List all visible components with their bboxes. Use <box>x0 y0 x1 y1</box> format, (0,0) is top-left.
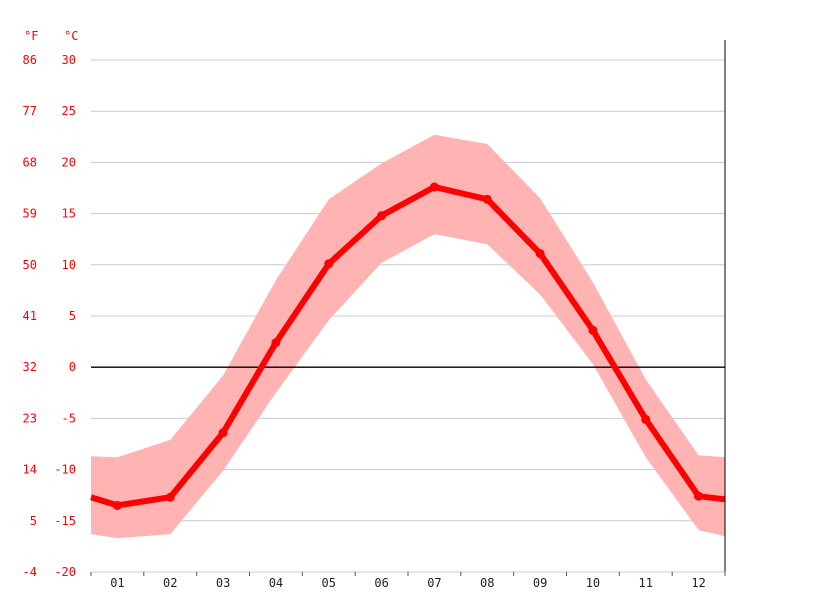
temperature-points <box>112 182 704 510</box>
data-point-05 <box>324 259 334 269</box>
unit-celsius-label: °C <box>64 29 78 43</box>
y-tick-fahrenheit: 59 <box>23 207 37 221</box>
data-point-04 <box>271 338 281 348</box>
x-tick-label: 04 <box>269 576 283 590</box>
y-tick-fahrenheit: 14 <box>23 463 37 477</box>
x-tick-label: 10 <box>586 576 600 590</box>
data-point-02 <box>165 492 175 502</box>
axes <box>90 40 726 576</box>
y-tick-celsius: 15 <box>62 207 76 221</box>
y-tick-fahrenheit: 5 <box>30 514 37 528</box>
axis-labels: °F °C 30862577206815591050541032-523-101… <box>23 29 706 590</box>
x-tick-label: 03 <box>216 576 230 590</box>
x-tick-label: 01 <box>110 576 124 590</box>
x-tick-label: 12 <box>691 576 705 590</box>
y-tick-fahrenheit: 23 <box>23 411 37 425</box>
y-tick-fahrenheit: 41 <box>23 309 37 323</box>
x-tick-label: 11 <box>639 576 653 590</box>
y-tick-fahrenheit: 77 <box>23 104 37 118</box>
y-tick-fahrenheit: 32 <box>23 360 37 374</box>
data-point-01 <box>112 500 122 510</box>
y-tick-fahrenheit: 50 <box>23 258 37 272</box>
data-point-08 <box>482 194 492 204</box>
y-tick-celsius: -15 <box>54 514 76 528</box>
y-tick-celsius: 25 <box>62 104 76 118</box>
y-tick-celsius: 5 <box>69 309 76 323</box>
y-tick-celsius: 30 <box>62 53 76 67</box>
y-tick-celsius: -5 <box>62 411 76 425</box>
y-tick-celsius: 20 <box>62 155 76 169</box>
y-tick-fahrenheit: -4 <box>23 565 37 579</box>
y-tick-fahrenheit: 68 <box>23 155 37 169</box>
x-tick-label: 02 <box>163 576 177 590</box>
x-tick-label: 08 <box>480 576 494 590</box>
y-tick-celsius: 0 <box>69 360 76 374</box>
x-tick-label: 07 <box>427 576 441 590</box>
data-point-12 <box>694 491 704 501</box>
data-point-06 <box>377 211 387 221</box>
x-tick-label: 09 <box>533 576 547 590</box>
temperature-series-line <box>90 184 726 509</box>
data-point-11 <box>641 414 651 424</box>
y-tick-celsius: -10 <box>54 463 76 477</box>
x-tick-label: 05 <box>322 576 336 590</box>
x-tick-label: 06 <box>374 576 388 590</box>
data-point-09 <box>535 249 545 259</box>
y-tick-celsius: 10 <box>62 258 76 272</box>
data-point-03 <box>218 428 228 438</box>
temperature-line <box>90 184 726 509</box>
y-tick-fahrenheit: 86 <box>23 53 37 67</box>
y-tick-celsius: -20 <box>54 565 76 579</box>
data-point-10 <box>588 325 598 335</box>
unit-fahrenheit-label: °F <box>24 29 38 43</box>
data-point-07 <box>429 182 439 192</box>
